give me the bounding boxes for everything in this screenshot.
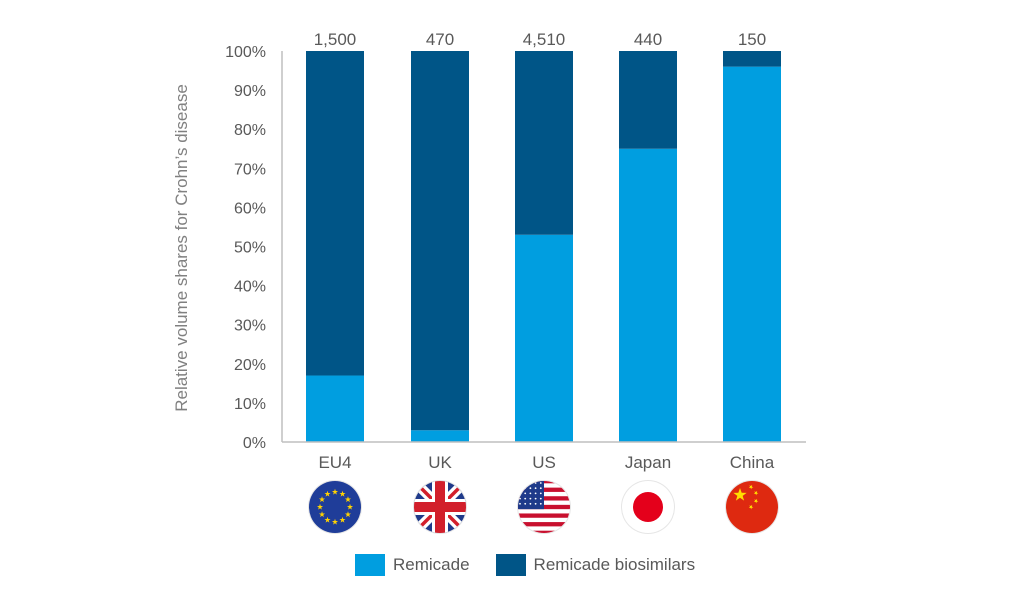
total-label: 4,510: [523, 30, 566, 49]
y-axis-ticks: 0% 10% 20% 30% 40% 50% 60% 70% 80% 90% 100%: [225, 44, 266, 452]
y-tick-label: 60%: [234, 200, 266, 217]
y-tick-label: 90%: [234, 83, 266, 100]
bar-china-series-0: [723, 66, 781, 442]
y-tick-label: 80%: [234, 122, 266, 139]
total-label: 440: [634, 30, 662, 49]
legend-swatch-remicade-biosimilars: [495, 554, 526, 576]
y-tick-label: 20%: [234, 357, 266, 374]
bar-eu4-series-0: [306, 375, 364, 442]
y-tick-label: 0%: [243, 435, 266, 452]
bar-china-series-1: [723, 51, 781, 67]
category-label: EU4: [318, 453, 351, 472]
total-label: 1,500: [314, 30, 357, 49]
bar-japan-series-1: [619, 51, 677, 149]
legend-item-remicade-biosimilars: Remicade biosimilars: [495, 554, 696, 576]
japan-flag-icon: [621, 480, 675, 534]
us-flag-icon: [517, 480, 571, 534]
y-tick-label: 70%: [234, 161, 266, 178]
legend-label-remicade-biosimilars: Remicade biosimilars: [533, 555, 696, 574]
category-label: China: [730, 453, 775, 472]
y-tick-label: 100%: [225, 44, 266, 61]
bar-japan-series-0: [619, 148, 677, 442]
category-labels: EU4 UK US Japan China: [318, 453, 774, 472]
eu-flag-icon: [308, 480, 362, 534]
y-tick-label: 30%: [234, 318, 266, 335]
totals-group: 1,500 470 4,510 440 150: [314, 30, 766, 49]
total-label: 470: [426, 30, 454, 49]
legend: Remicade Remicade biosimilars: [355, 554, 721, 576]
china-flag-icon: [725, 480, 779, 534]
bars-group: [306, 51, 781, 442]
legend-label-remicade: Remicade: [393, 555, 470, 574]
legend-item-remicade: Remicade: [355, 554, 470, 576]
category-label: Japan: [625, 453, 671, 472]
uk-flag-icon: [413, 480, 467, 534]
legend-swatch-remicade: [355, 554, 385, 576]
y-tick-label: 40%: [234, 279, 266, 296]
bar-eu4-series-1: [306, 51, 364, 376]
y-axis-label: Relative volume shares for Crohn’s disea…: [172, 84, 191, 412]
total-label: 150: [738, 30, 766, 49]
bar-us-series-1: [515, 51, 573, 235]
y-tick-label: 50%: [234, 240, 266, 257]
bar-uk-series-1: [411, 51, 469, 431]
y-tick-label: 10%: [234, 396, 266, 413]
bar-uk-series-0: [411, 430, 469, 442]
category-label: UK: [428, 453, 452, 472]
category-label: US: [532, 453, 556, 472]
bar-us-series-0: [515, 234, 573, 442]
